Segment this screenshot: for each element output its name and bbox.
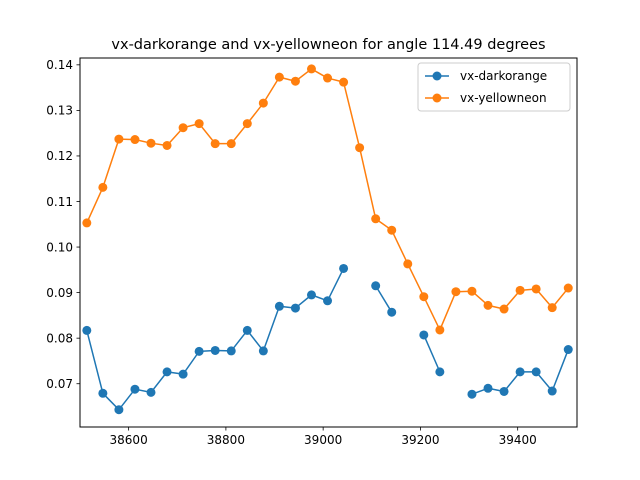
data-point-vx-yellowneon	[435, 325, 445, 335]
data-point-vx-darkorange	[290, 303, 300, 313]
x-tick-label: 39000	[304, 433, 342, 447]
data-point-vx-yellowneon	[290, 76, 300, 86]
y-tick-label: 0.13	[46, 104, 73, 118]
y-tick-label: 0.14	[46, 58, 73, 72]
data-point-vx-yellowneon	[194, 119, 204, 129]
data-point-vx-yellowneon	[178, 123, 188, 133]
series-layer	[82, 64, 573, 415]
data-point-vx-yellowneon	[258, 98, 268, 108]
series-line-vx-darkorange	[375, 285, 393, 313]
x-tick-label: 38600	[110, 433, 148, 447]
data-point-vx-yellowneon	[210, 139, 220, 149]
legend-label-vx-darkorange: vx-darkorange	[460, 69, 547, 83]
data-point-vx-yellowneon	[547, 303, 557, 313]
data-point-vx-darkorange	[371, 281, 381, 291]
data-point-vx-yellowneon	[483, 300, 493, 310]
legend-marker-vx-darkorange	[432, 71, 442, 81]
data-point-vx-yellowneon	[531, 284, 541, 294]
plot-area	[79, 57, 578, 428]
data-point-vx-darkorange	[499, 386, 509, 396]
data-point-vx-yellowneon	[499, 304, 509, 314]
data-point-vx-darkorange	[306, 290, 316, 300]
y-tick-label: 0.08	[46, 331, 73, 345]
data-point-vx-darkorange	[194, 346, 204, 356]
y-tick-label: 0.09	[46, 286, 73, 300]
data-point-vx-yellowneon	[403, 259, 413, 269]
data-point-vx-darkorange	[563, 345, 573, 355]
y-tick-label: 0.12	[46, 149, 73, 163]
data-point-vx-darkorange	[387, 307, 397, 317]
data-point-vx-darkorange	[146, 387, 156, 397]
legend-box	[417, 62, 571, 112]
data-point-vx-yellowneon	[274, 72, 284, 82]
y-axis: 0.07 0.08 0.09 0.10 0.11 0.12 0.13 0.14	[46, 58, 80, 391]
data-point-vx-yellowneon	[306, 64, 316, 74]
data-point-vx-yellowneon	[114, 134, 124, 144]
data-point-vx-yellowneon	[146, 138, 156, 148]
data-point-vx-darkorange	[242, 325, 252, 335]
data-point-vx-darkorange	[114, 405, 124, 415]
data-point-vx-darkorange	[531, 367, 541, 377]
data-point-vx-darkorange	[274, 301, 284, 311]
data-point-vx-yellowneon	[82, 218, 92, 228]
data-point-vx-darkorange	[323, 296, 333, 306]
data-point-vx-yellowneon	[419, 292, 429, 302]
data-point-vx-darkorange	[435, 367, 445, 377]
legend-label-vx-yellowneon: vx-yellowneon	[460, 91, 547, 105]
data-point-vx-yellowneon	[226, 139, 236, 149]
data-point-vx-darkorange	[210, 345, 220, 355]
data-point-vx-darkorange	[82, 325, 92, 335]
data-point-vx-darkorange	[515, 367, 525, 377]
series-line-vx-darkorange	[423, 334, 441, 373]
data-point-vx-yellowneon	[355, 143, 365, 153]
data-point-vx-yellowneon	[242, 119, 252, 129]
data-point-vx-darkorange	[483, 383, 493, 393]
data-point-vx-yellowneon	[515, 285, 525, 295]
legend: vx-darkorange vx-yellowneon	[417, 62, 571, 112]
data-point-vx-yellowneon	[451, 287, 461, 297]
legend-marker-vx-yellowneon	[432, 93, 442, 103]
data-point-vx-yellowneon	[467, 286, 477, 296]
data-point-vx-darkorange	[258, 346, 268, 356]
x-tick-label: 39200	[401, 433, 439, 447]
data-point-vx-darkorange	[178, 369, 188, 379]
chart-title: vx-darkorange and vx-yellowneon for angl…	[111, 37, 545, 53]
data-point-vx-darkorange	[162, 367, 172, 377]
x-tick-label: 39400	[499, 433, 537, 447]
y-tick-label: 0.11	[46, 195, 73, 209]
data-point-vx-yellowneon	[98, 182, 108, 192]
data-point-vx-yellowneon	[371, 214, 381, 224]
data-point-vx-darkorange	[467, 389, 477, 399]
data-point-vx-darkorange	[130, 384, 140, 394]
data-point-vx-yellowneon	[323, 73, 333, 83]
data-point-vx-darkorange	[226, 346, 236, 356]
x-tick-label: 38800	[207, 433, 245, 447]
data-point-vx-yellowneon	[162, 140, 172, 150]
data-point-vx-darkorange	[98, 388, 108, 398]
data-point-vx-yellowneon	[339, 77, 349, 87]
y-tick-label: 0.07	[46, 377, 73, 391]
data-point-vx-yellowneon	[130, 135, 140, 145]
data-point-vx-darkorange	[547, 386, 557, 396]
x-axis: 38600 38800 39000 39200 39400	[110, 427, 537, 447]
data-point-vx-darkorange	[339, 263, 349, 273]
y-tick-label: 0.10	[46, 240, 73, 254]
data-point-vx-darkorange	[419, 330, 429, 340]
data-point-vx-yellowneon	[563, 283, 573, 293]
data-point-vx-yellowneon	[387, 225, 397, 235]
